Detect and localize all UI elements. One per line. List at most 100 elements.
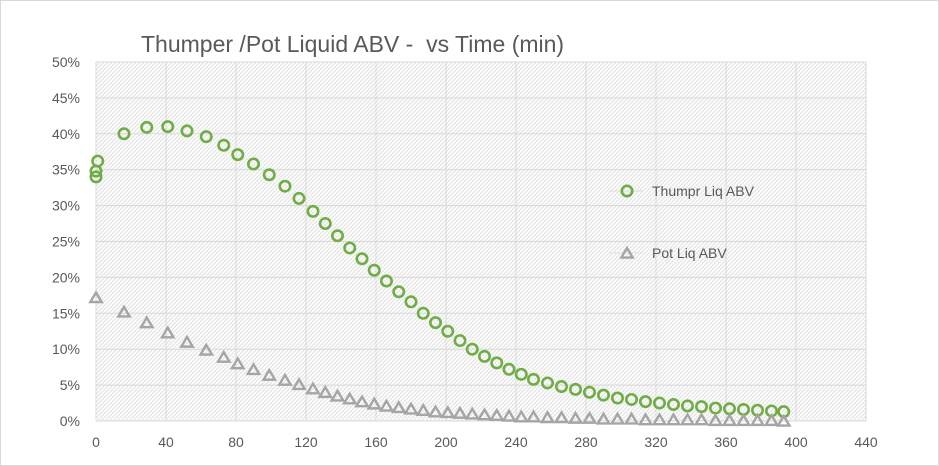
data-point — [88, 290, 104, 304]
data-point — [318, 217, 332, 231]
data-point — [514, 367, 528, 381]
data-point — [539, 410, 556, 424]
y-tick-label: 45% — [52, 90, 80, 106]
data-point — [378, 398, 395, 412]
data-point — [390, 400, 407, 414]
data-point — [416, 306, 430, 320]
data-point — [217, 138, 231, 152]
data-point — [403, 401, 419, 415]
series-triangle — [88, 290, 792, 427]
data-point — [366, 396, 383, 410]
y-tick-label: 0% — [60, 413, 80, 429]
data-point — [354, 394, 370, 408]
data-point — [247, 157, 261, 171]
data-point — [317, 384, 334, 399]
data-point — [526, 372, 540, 386]
data-point — [763, 412, 780, 427]
data-point — [404, 295, 418, 309]
data-point — [665, 412, 682, 426]
x-tick-label: 440 — [854, 434, 878, 450]
data-point — [513, 409, 530, 423]
data-point — [490, 356, 504, 370]
data-point — [215, 349, 232, 363]
data-point — [245, 361, 262, 376]
data-point — [775, 413, 792, 427]
chart-title: Thumper /Pot Liquid ABV - vs Time (min) — [141, 31, 565, 57]
legend-marker — [619, 245, 635, 259]
data-point — [367, 263, 381, 277]
data-point — [453, 334, 467, 348]
data-point — [651, 412, 668, 426]
data-point — [595, 411, 612, 425]
data-point — [637, 412, 654, 426]
data-point — [343, 241, 357, 255]
data-point — [452, 405, 468, 419]
data-point — [229, 356, 246, 370]
y-tick-label: 10% — [52, 341, 80, 357]
data-point — [392, 285, 406, 299]
data-point — [439, 405, 456, 419]
data-point — [568, 382, 582, 396]
x-tick-label: 400 — [784, 434, 808, 450]
y-tick-label: 35% — [52, 162, 80, 178]
data-point — [159, 325, 176, 339]
data-point — [415, 402, 432, 417]
data-point — [261, 367, 278, 381]
data-point — [638, 395, 652, 409]
y-tick-label: 25% — [52, 234, 80, 250]
data-point — [554, 380, 568, 394]
data-point — [117, 127, 131, 141]
data-point — [501, 408, 517, 422]
data-point — [624, 392, 638, 406]
data-point — [582, 385, 596, 399]
x-tick-label: 160 — [364, 434, 388, 450]
data-point — [652, 396, 666, 410]
data-point — [596, 388, 610, 402]
data-point — [693, 412, 710, 426]
data-point — [540, 376, 554, 390]
data-point — [306, 204, 320, 218]
data-point — [428, 316, 442, 330]
data-point — [525, 409, 542, 423]
x-tick-label: 0 — [92, 434, 100, 450]
data-point — [292, 191, 306, 205]
data-point — [161, 120, 175, 134]
y-tick-label: 50% — [52, 54, 80, 70]
data-point — [427, 404, 444, 418]
data-point — [199, 130, 213, 144]
data-point — [231, 148, 245, 162]
data-point — [379, 274, 393, 288]
data-point — [180, 124, 194, 138]
x-tick-label: 240 — [504, 434, 528, 450]
data-point — [464, 406, 481, 420]
data-point — [89, 170, 103, 184]
data-point — [610, 391, 624, 405]
data-point — [488, 407, 505, 422]
data-point — [567, 410, 584, 424]
series-circle — [89, 120, 791, 419]
data-point — [721, 412, 738, 427]
y-tick-label: 20% — [52, 269, 80, 285]
data-point — [502, 362, 516, 376]
data-point — [707, 412, 724, 427]
data-point — [305, 381, 321, 395]
data-point — [91, 154, 105, 168]
data-point — [476, 407, 493, 421]
data-point — [138, 315, 155, 329]
x-tick-label: 40 — [158, 434, 174, 450]
data-point — [553, 410, 570, 424]
data-point — [116, 304, 132, 318]
data-point — [278, 179, 292, 193]
x-tick-label: 200 — [434, 434, 458, 450]
x-tick-label: 280 — [574, 434, 598, 450]
data-point — [330, 229, 344, 243]
y-tick-label: 15% — [52, 305, 80, 321]
data-point — [694, 400, 708, 414]
data-point — [341, 391, 358, 405]
legend-marker — [620, 184, 634, 198]
data-point — [735, 412, 752, 427]
y-tick-label: 30% — [52, 198, 80, 214]
x-tick-label: 80 — [228, 434, 244, 450]
